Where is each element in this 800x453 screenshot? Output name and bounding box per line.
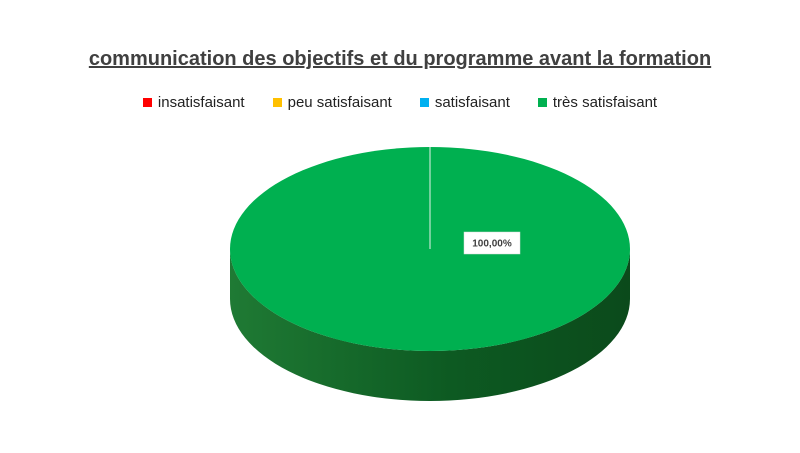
legend-swatch <box>419 98 429 107</box>
data-label: 100,00% <box>472 239 512 250</box>
legend-item-peu-satisfaisant: peu satisfaisant <box>272 94 392 111</box>
legend-item-satisfaisant: satisfaisant <box>419 94 510 111</box>
data-label-box <box>463 231 521 255</box>
legend-label: satisfaisant <box>434 94 510 111</box>
chart-title: communication des objectifs et du progra… <box>88 48 712 70</box>
legend-item-insatisfaisant: insatisfaisant <box>142 94 245 111</box>
legend-label: très satisfaisant <box>552 94 658 111</box>
legend-item-tres-satisfaisant: très satisfaisant <box>537 94 658 111</box>
legend-swatch <box>537 98 547 107</box>
pie-side <box>230 249 630 401</box>
legend-label: insatisfaisant <box>157 94 245 111</box>
legend-swatch <box>272 98 282 107</box>
legend: insatisfaisant peu satisfaisant satisfai… <box>0 94 800 111</box>
legend-swatch <box>142 98 152 107</box>
legend-label: peu satisfaisant <box>287 94 392 111</box>
